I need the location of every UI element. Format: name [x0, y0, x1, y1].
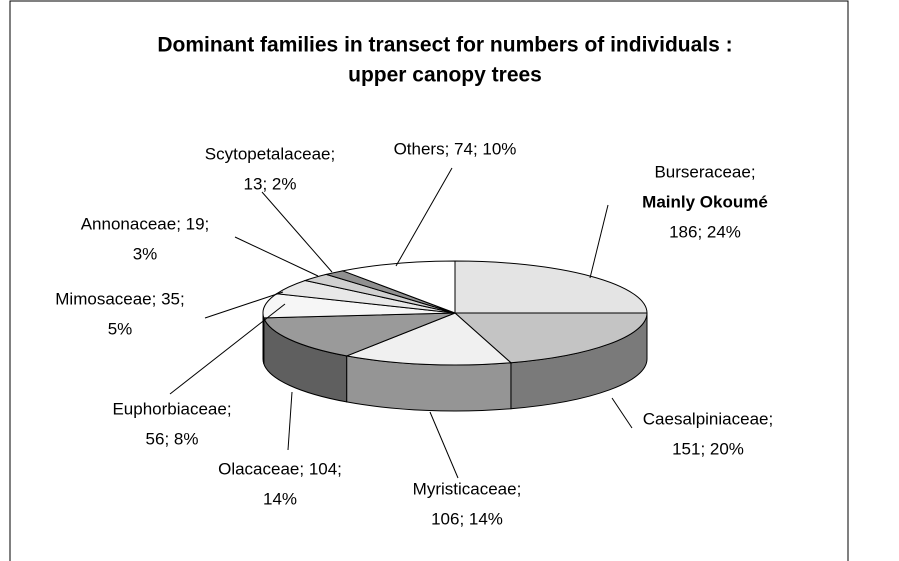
leader-line — [429, 411, 459, 479]
data-label: Mimosaceae; 35; — [55, 289, 184, 308]
pie-slice — [340, 260, 456, 314]
pie-slice — [453, 312, 648, 364]
leader-line — [395, 167, 453, 267]
data-label: 13; 2% — [244, 174, 297, 193]
data-label: Olacaceae; 104; — [218, 459, 342, 478]
data-label: 5% — [108, 319, 133, 338]
data-label: 14% — [263, 489, 297, 508]
data-label: Myristicaceae; — [413, 479, 522, 498]
data-label: 106; 14% — [431, 509, 503, 528]
data-label: Scytopetalaceae; — [205, 144, 335, 163]
data-label: Burseraceae; — [654, 162, 755, 181]
pie-slice — [344, 312, 513, 366]
chart-title: upper canopy trees — [348, 64, 542, 87]
leader-line — [234, 236, 319, 277]
chart-title: Dominant families in transect for number… — [157, 34, 732, 57]
data-label: 151; 20% — [672, 439, 744, 458]
leader-line — [169, 303, 286, 395]
data-label: Caesalpiniaceae; — [643, 409, 773, 428]
data-label: 56; 8% — [146, 429, 199, 448]
data-label: Euphorbiaceae; — [112, 399, 231, 418]
leader-line — [611, 397, 633, 429]
leader-line — [589, 204, 609, 279]
leader-line — [261, 191, 333, 273]
pie-slice — [263, 312, 456, 357]
data-label: 186; 24% — [669, 222, 741, 241]
data-label: Mainly Okoumé — [642, 192, 768, 211]
data-label: 3% — [133, 244, 158, 263]
data-label: Others; 74; 10% — [394, 139, 517, 158]
data-label: Annonaceae; 19; — [81, 214, 210, 233]
leader-line — [204, 291, 284, 319]
pie-tops — [262, 260, 648, 366]
leader-line — [287, 391, 293, 451]
